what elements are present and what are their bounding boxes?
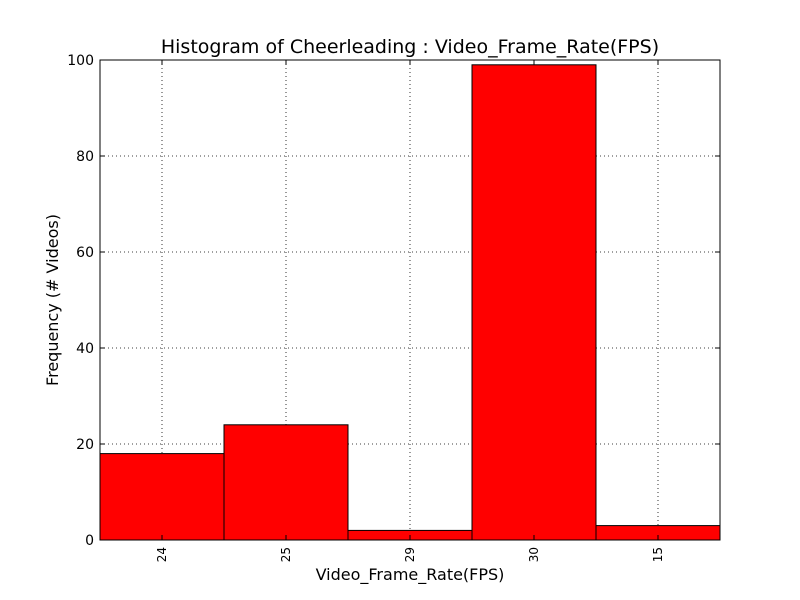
y-tick-label: 80 — [76, 149, 94, 165]
y-tick-label: 20 — [76, 437, 94, 453]
x-tick-label: 25 — [279, 547, 293, 562]
x-tick-label: 29 — [403, 547, 417, 562]
ticks-layer — [100, 59, 720, 541]
histogram-bar — [223, 424, 349, 541]
histogram-bar — [99, 453, 225, 541]
x-tick-label: 15 — [651, 547, 665, 562]
x-tick-label: 24 — [155, 547, 169, 562]
y-tick-label: 40 — [76, 341, 94, 357]
y-tick-label: 0 — [85, 533, 94, 549]
bars-layer — [99, 64, 721, 541]
y-tick-label: 60 — [76, 245, 94, 261]
chart-title: Histogram of Cheerleading : Video_Frame_… — [161, 36, 659, 58]
tick-labels-layer: 0 20 40 60 80 100 24 25 29 30 15 — [67, 53, 665, 562]
y-tick-label: 100 — [67, 53, 94, 69]
x-axis-label: Video_Frame_Rate(FPS) — [316, 565, 505, 585]
y-axis-label: Frequency (# Videos) — [43, 214, 62, 386]
histogram-bar — [471, 64, 597, 541]
x-tick-label: 30 — [527, 547, 541, 562]
